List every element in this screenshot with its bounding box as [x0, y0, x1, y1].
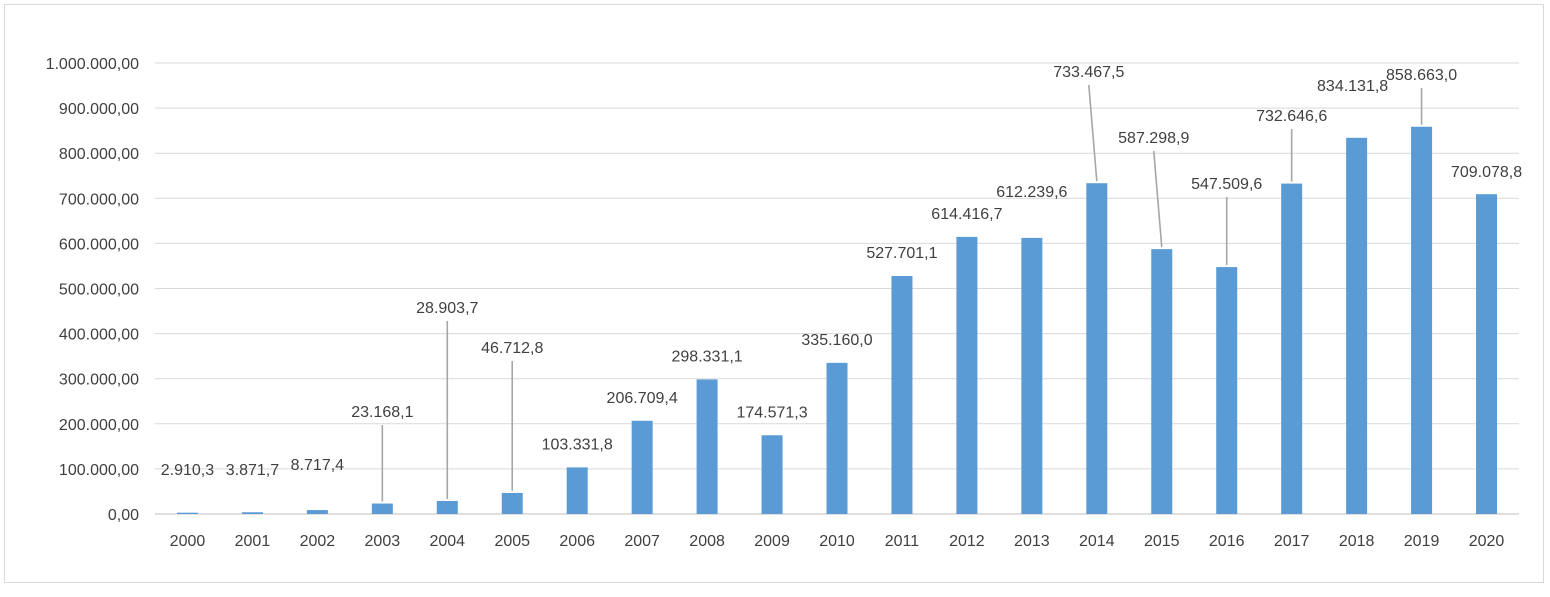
- bars: [176, 126, 1498, 515]
- bar: [696, 379, 718, 514]
- bar: [891, 276, 913, 514]
- x-tick-label: 2019: [1404, 533, 1440, 550]
- x-tick-label: 2007: [624, 533, 660, 550]
- y-tick-label: 300.000,00: [59, 372, 139, 389]
- x-tick-label: 2011: [885, 533, 920, 550]
- x-axis-ticks: 2000 2001 2002 2003 2004 2005 2006 2007 2008 2009…: [170, 533, 1505, 550]
- leader-line: [1088, 84, 1098, 182]
- y-tick-label: 800.000,00: [59, 146, 139, 163]
- bar: [176, 512, 198, 514]
- x-tick-label: 2000: [170, 533, 206, 550]
- bar-chart: 0,00 100.000,00 200.000,00 300.000,00 400.00…: [46, 56, 1523, 550]
- data-label: 103.331,8: [542, 436, 613, 453]
- y-tick-label: 100.000,00: [59, 462, 139, 479]
- bar: [306, 510, 328, 514]
- x-tick-label: 2006: [559, 533, 595, 550]
- x-tick-label: 2002: [300, 533, 336, 550]
- x-tick-label: 2003: [365, 533, 401, 550]
- x-tick-label: 2009: [754, 533, 790, 550]
- data-label: 46.712,8: [481, 340, 543, 357]
- bar: [1476, 194, 1498, 515]
- data-label: 612.239,6: [996, 184, 1067, 201]
- data-label: 2.910,3: [161, 462, 214, 479]
- bar: [761, 435, 783, 514]
- bar: [1216, 267, 1238, 514]
- bar: [1281, 183, 1303, 514]
- data-label: 3.871,7: [226, 462, 279, 479]
- data-label: 733.467,5: [1053, 64, 1124, 81]
- bar: [436, 500, 458, 514]
- leader-line: [1152, 150, 1163, 248]
- y-tick-label: 1.000.000,00: [46, 56, 140, 73]
- x-tick-label: 2008: [689, 533, 725, 550]
- data-label: 28.903,7: [416, 300, 478, 317]
- bar: [1411, 126, 1433, 515]
- data-label: 174.571,3: [736, 404, 807, 421]
- x-tick-label: 2014: [1079, 533, 1115, 550]
- x-tick-label: 2020: [1469, 533, 1505, 550]
- y-tick-label: 700.000,00: [59, 191, 139, 208]
- x-tick-label: 2001: [235, 533, 271, 550]
- x-tick-label: 2013: [1014, 533, 1050, 550]
- data-label: 614.416,7: [931, 206, 1002, 223]
- bar: [566, 467, 588, 514]
- bar: [371, 503, 393, 514]
- data-label: 8.717,4: [291, 457, 344, 474]
- data-label: 834.131,8: [1317, 78, 1388, 95]
- data-label: 298.331,1: [672, 348, 743, 365]
- data-label: 732.646,6: [1256, 108, 1327, 125]
- chart-area: 0,00 100.000,00 200.000,00 300.000,00 400.00…: [4, 4, 1544, 583]
- bar: [501, 492, 523, 514]
- bar: [631, 420, 653, 514]
- x-tick-label: 2018: [1339, 533, 1375, 550]
- y-tick-label: 200.000,00: [59, 417, 139, 434]
- y-tick-label: 500.000,00: [59, 282, 139, 299]
- data-label: 23.168,1: [351, 404, 413, 421]
- data-labels: 2.910,3 3.871,7 8.717,4 23.168,1 28.903,7 46.…: [161, 64, 1522, 479]
- y-tick-label: 900.000,00: [59, 101, 139, 118]
- x-tick-label: 2005: [494, 533, 530, 550]
- x-tick-label: 2016: [1209, 533, 1245, 550]
- y-tick-label: 600.000,00: [59, 236, 139, 253]
- data-label: 858.663,0: [1386, 67, 1457, 84]
- data-label: 587.298,9: [1118, 130, 1189, 147]
- data-label: 335.160,0: [801, 332, 872, 349]
- data-label: 527.701,1: [866, 245, 937, 262]
- y-tick-label: 0,00: [108, 507, 139, 524]
- bar: [956, 236, 978, 514]
- bar: [1086, 183, 1108, 514]
- x-tick-label: 2010: [819, 533, 855, 550]
- y-axis-ticks: 0,00 100.000,00 200.000,00 300.000,00 400.00…: [46, 56, 140, 524]
- bar: [241, 512, 263, 514]
- bar: [826, 362, 848, 514]
- x-tick-label: 2004: [429, 533, 465, 550]
- bar: [1021, 237, 1043, 514]
- y-tick-label: 400.000,00: [59, 327, 139, 344]
- x-tick-label: 2012: [949, 533, 985, 550]
- data-label: 709.078,8: [1451, 164, 1522, 181]
- x-tick-label: 2015: [1144, 533, 1180, 550]
- leader-lines: [381, 84, 1423, 502]
- data-label: 547.509,6: [1191, 176, 1262, 193]
- bar: [1346, 137, 1368, 514]
- data-label: 206.709,4: [607, 390, 678, 407]
- x-tick-label: 2017: [1274, 533, 1310, 550]
- bar: [1151, 249, 1173, 515]
